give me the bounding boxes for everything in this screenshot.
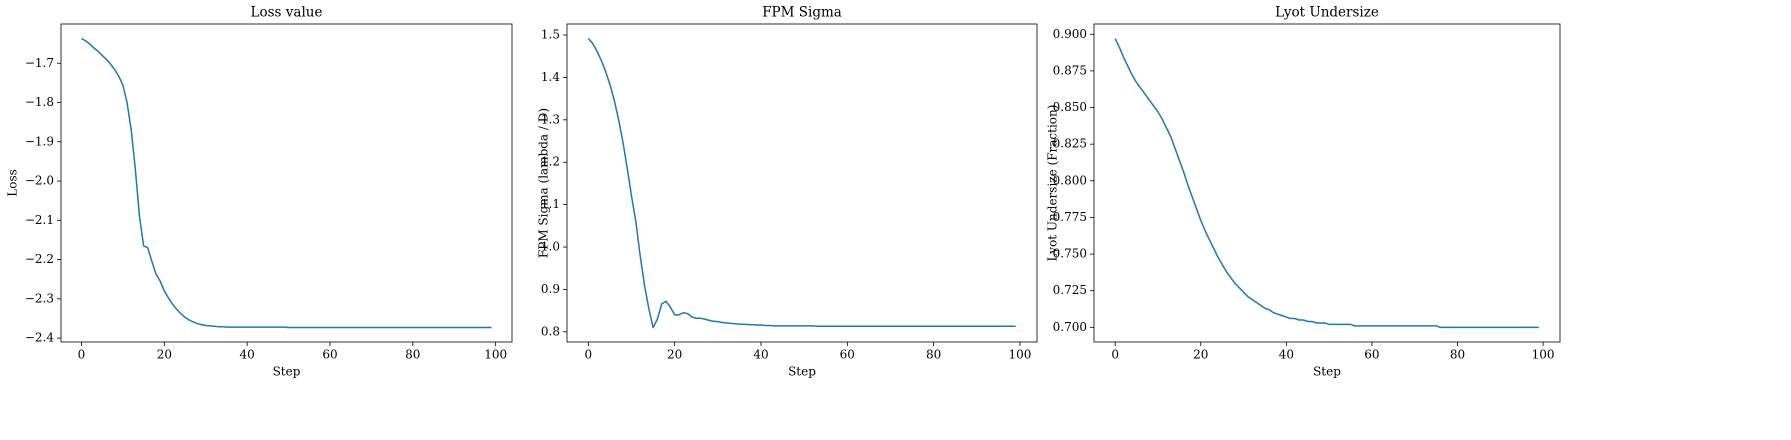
y-tick-label: 0.800 (1053, 173, 1087, 187)
x-tick-label: 60 (1364, 348, 1379, 362)
plot-area (81, 37, 492, 329)
y-tick-label: 0.875 (1053, 63, 1087, 77)
y-tick-label: 1.5 (541, 28, 560, 42)
y-tick-label: 1.3 (541, 112, 560, 126)
x-tick-label: 60 (322, 348, 337, 362)
y-tick-label: 0.750 (1053, 247, 1087, 261)
subplot: Lyot Undersize Step Lyot Undersize (Fracti… (1046, 5, 1561, 379)
x-tick-label: 60 (840, 348, 855, 362)
x-tick-label: 80 (1450, 348, 1465, 362)
x-tick-label: 0 (1111, 348, 1119, 362)
y-tick-label: −2.3 (25, 291, 54, 305)
x-tick-label: 100 (1532, 348, 1555, 362)
x-axis-label: Step (788, 365, 816, 379)
chart-title: Lyot Undersize (1275, 5, 1379, 21)
axes-frame (60, 23, 513, 343)
y-tick-label: −2.0 (25, 174, 54, 188)
y-tick-label: 0.8 (541, 324, 560, 338)
x-tick-label: 100 (1008, 348, 1031, 362)
y-axis-label: Loss (6, 169, 20, 197)
axes-frame (566, 23, 1038, 343)
y-tick-label: −2.2 (25, 252, 54, 266)
x-tick-label: 20 (1193, 348, 1208, 362)
data-line (1114, 38, 1539, 329)
chart-title: FPM Sigma (762, 5, 842, 21)
axes-frame (1093, 23, 1561, 343)
data-line (81, 37, 492, 329)
x-axis-label: Step (1313, 365, 1341, 379)
y-tick-label: 0.825 (1053, 137, 1087, 151)
y-tick-label: 0.725 (1053, 283, 1087, 297)
y-tick-label: −1.8 (25, 95, 54, 109)
y-tick-label: 1.1 (541, 197, 560, 211)
x-tick-label: 20 (157, 348, 172, 362)
plot-area (587, 37, 1016, 329)
x-tick-label: 80 (405, 348, 420, 362)
y-axis-label: Lyot Undersize (Fraction) (1046, 105, 1060, 262)
y-tick-label: 0.900 (1053, 27, 1087, 41)
chart-title: Loss value (251, 5, 323, 21)
x-tick-label: 40 (1279, 348, 1294, 362)
x-tick-label: 0 (78, 348, 86, 362)
x-tick-label: 80 (926, 348, 941, 362)
y-tick-label: 1.0 (541, 240, 560, 254)
x-tick-label: 40 (240, 348, 255, 362)
y-axis-label: FPM Sigma (lambda / D) (537, 108, 551, 258)
y-tick-label: −2.1 (25, 213, 54, 227)
y-tick-label: 1.2 (541, 155, 560, 169)
y-tick-label: 0.850 (1053, 100, 1087, 114)
x-tick-label: 0 (585, 348, 593, 362)
y-tick-label: −1.9 (25, 134, 54, 148)
y-tick-label: −2.4 (25, 331, 55, 345)
subplot: Loss value Step Loss 0 20 40 60 80 100 −2.4 −2.3 −2… (6, 5, 513, 379)
y-tick-label: 0.775 (1053, 210, 1087, 224)
y-tick-label: −1.7 (25, 56, 54, 70)
x-tick-label: 100 (484, 348, 507, 362)
y-tick-label: 1.4 (541, 70, 560, 84)
y-tick-label: 0.9 (541, 282, 560, 296)
x-tick-label: 20 (667, 348, 682, 362)
y-tick-label: 0.700 (1053, 320, 1087, 334)
x-axis-label: Step (273, 365, 301, 379)
plot-area (1114, 38, 1539, 329)
data-line (587, 37, 1016, 329)
x-tick-label: 40 (753, 348, 768, 362)
subplot: FPM Sigma Step FPM Sigma (lambda / D) 0 20 40… (537, 5, 1038, 379)
